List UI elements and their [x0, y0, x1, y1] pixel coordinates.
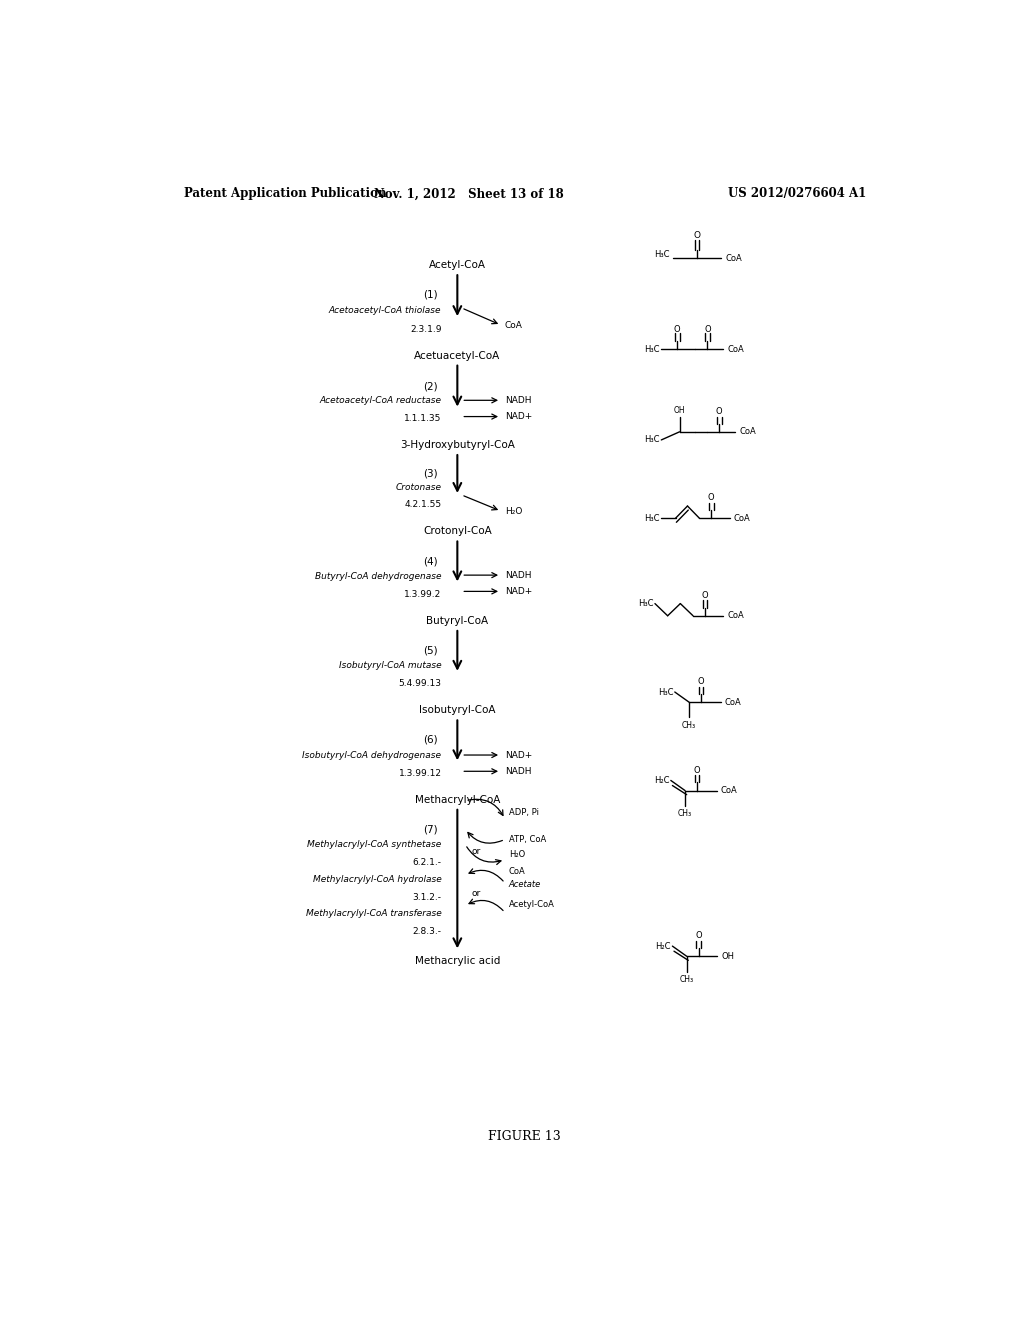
Text: O: O [701, 591, 709, 601]
Text: O: O [695, 932, 701, 940]
Text: Nov. 1, 2012   Sheet 13 of 18: Nov. 1, 2012 Sheet 13 of 18 [375, 187, 564, 201]
Text: CH₃: CH₃ [678, 809, 692, 818]
Text: FIGURE 13: FIGURE 13 [488, 1130, 561, 1143]
Text: O: O [674, 325, 681, 334]
Text: Crotonyl-CoA: Crotonyl-CoA [423, 527, 492, 536]
Text: NADH: NADH [505, 767, 531, 776]
Text: (7): (7) [423, 824, 437, 834]
Text: Crotonase: Crotonase [395, 483, 441, 492]
Text: Methacrylyl-CoA: Methacrylyl-CoA [415, 795, 500, 805]
Text: Acetuacetyl-CoA: Acetuacetyl-CoA [415, 351, 501, 360]
Text: CoA: CoA [509, 867, 525, 876]
Text: CH₃: CH₃ [682, 721, 696, 730]
Text: NAD+: NAD+ [505, 751, 532, 759]
Text: H₃C: H₃C [657, 688, 673, 697]
Text: 1.1.1.35: 1.1.1.35 [404, 414, 441, 424]
Text: H₃C: H₃C [644, 345, 659, 354]
Text: H₃C: H₃C [644, 513, 659, 523]
Text: Methylacrylyl-CoA hydrolase: Methylacrylyl-CoA hydrolase [312, 875, 441, 883]
Text: H₃C: H₃C [653, 251, 670, 260]
Text: CoA: CoA [725, 698, 741, 706]
Text: 1.3.99.2: 1.3.99.2 [404, 590, 441, 599]
Text: O: O [693, 766, 700, 775]
Text: Methylacrylyl-CoA transferase: Methylacrylyl-CoA transferase [306, 909, 441, 919]
Text: (5): (5) [423, 645, 437, 655]
Text: Acetyl-CoA: Acetyl-CoA [509, 900, 555, 909]
Text: (1): (1) [423, 289, 437, 300]
Text: Butyryl-CoA dehydrogenase: Butyryl-CoA dehydrogenase [315, 572, 441, 581]
Text: US 2012/0276604 A1: US 2012/0276604 A1 [728, 187, 866, 201]
Text: H₂O: H₂O [509, 850, 525, 859]
Text: Isobutyryl-CoA: Isobutyryl-CoA [419, 705, 496, 715]
Text: NADH: NADH [505, 396, 531, 405]
Text: OH: OH [722, 952, 734, 961]
Text: ATP, CoA: ATP, CoA [509, 834, 546, 843]
Text: CoA: CoA [727, 611, 743, 620]
Text: or: or [472, 847, 481, 857]
Text: Acetyl-CoA: Acetyl-CoA [429, 260, 485, 271]
Text: Methacrylic acid: Methacrylic acid [415, 957, 500, 966]
Text: (3): (3) [423, 469, 437, 478]
Text: ADP, Pi: ADP, Pi [509, 808, 539, 817]
Text: H₃C: H₃C [644, 436, 659, 445]
Text: H₂C: H₂C [655, 941, 671, 950]
Text: 3.1.2.-: 3.1.2.- [413, 892, 441, 902]
Text: Acetate: Acetate [509, 879, 541, 888]
Text: 5.4.99.13: 5.4.99.13 [398, 680, 441, 688]
Text: CoA: CoA [505, 321, 523, 330]
Text: Methylacrylyl-CoA synthetase: Methylacrylyl-CoA synthetase [307, 840, 441, 849]
Text: (6): (6) [423, 735, 437, 744]
Text: Acetoacetyl-CoA reductase: Acetoacetyl-CoA reductase [319, 396, 441, 405]
Text: OH: OH [674, 407, 685, 414]
Text: (2): (2) [423, 381, 437, 391]
Text: CoA: CoA [739, 428, 756, 437]
Text: CH₃: CH₃ [680, 975, 693, 985]
Text: H₂C: H₂C [653, 776, 670, 785]
Text: Acetoacetyl-CoA thiolase: Acetoacetyl-CoA thiolase [329, 306, 441, 315]
Text: CoA: CoA [726, 253, 742, 263]
Text: 2.3.1.9: 2.3.1.9 [410, 325, 441, 334]
Text: 4.2.1.55: 4.2.1.55 [404, 500, 441, 510]
Text: CoA: CoA [721, 787, 737, 795]
Text: 6.2.1.-: 6.2.1.- [413, 858, 441, 867]
Text: O: O [708, 494, 715, 503]
Text: O: O [697, 677, 705, 686]
Text: CoA: CoA [733, 513, 751, 523]
Text: O: O [705, 325, 711, 334]
Text: H₃C: H₃C [638, 599, 653, 609]
Text: Patent Application Publication: Patent Application Publication [183, 187, 386, 201]
Text: NAD+: NAD+ [505, 587, 532, 595]
Text: O: O [693, 231, 700, 240]
Text: or: or [472, 888, 481, 898]
Text: (4): (4) [423, 557, 437, 566]
Text: CoA: CoA [727, 345, 743, 354]
Text: Butyryl-CoA: Butyryl-CoA [426, 616, 488, 626]
Text: O: O [716, 407, 723, 416]
Text: 1.3.99.12: 1.3.99.12 [398, 768, 441, 777]
Text: 2.8.3.-: 2.8.3.- [413, 928, 441, 936]
Text: H₂O: H₂O [505, 507, 522, 516]
Text: NAD+: NAD+ [505, 412, 532, 421]
Text: Isobutyryl-CoA mutase: Isobutyryl-CoA mutase [339, 661, 441, 671]
Text: Isobutyryl-CoA dehydrogenase: Isobutyryl-CoA dehydrogenase [302, 751, 441, 759]
Text: 3-Hydroxybutyryl-CoA: 3-Hydroxybutyryl-CoA [400, 440, 515, 450]
Text: NADH: NADH [505, 570, 531, 579]
